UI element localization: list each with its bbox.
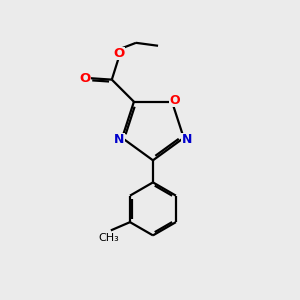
Text: N: N xyxy=(182,133,192,146)
Text: CH₃: CH₃ xyxy=(98,233,119,243)
Text: O: O xyxy=(169,94,180,107)
Text: O: O xyxy=(114,47,125,60)
Text: N: N xyxy=(114,133,124,146)
Text: O: O xyxy=(80,72,91,85)
